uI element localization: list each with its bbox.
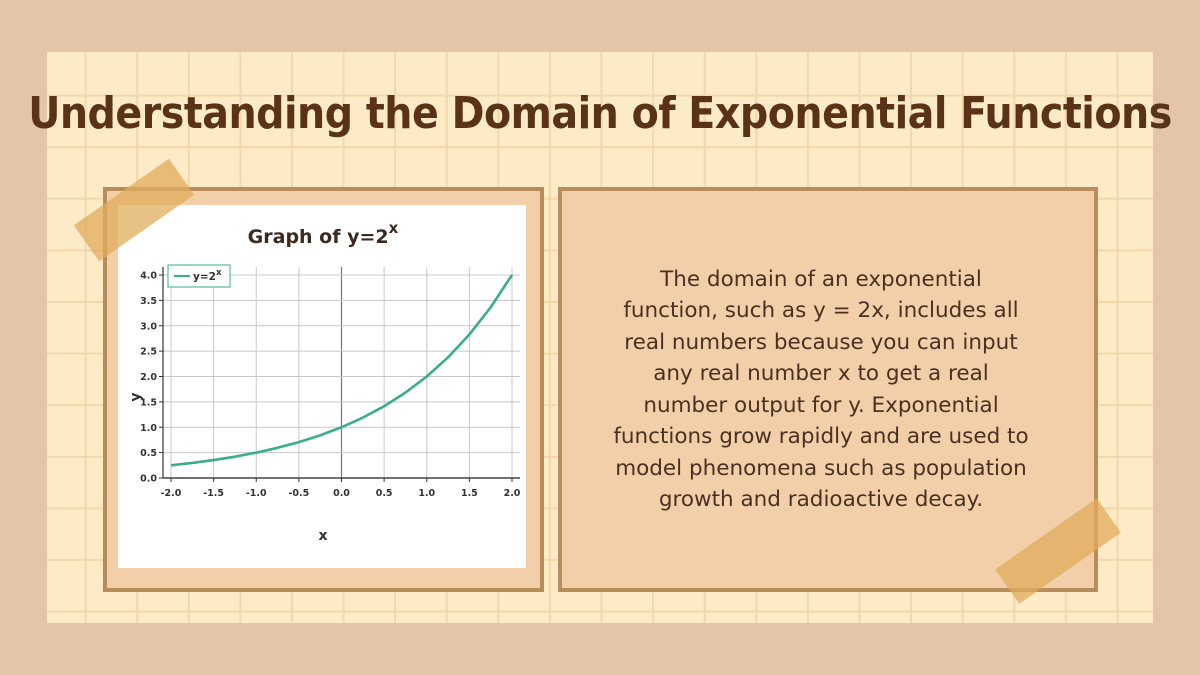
- slide-title: Understanding the Domain of Exponential …: [28, 88, 1172, 139]
- x-tick-label: 1.0: [418, 488, 435, 499]
- y-tick-label: 0.0: [140, 474, 157, 485]
- body-text: The domain of an exponential function, s…: [613, 266, 1029, 513]
- x-tick-label: 1.5: [461, 488, 478, 499]
- y-tick-label: 2.0: [140, 372, 157, 383]
- y-tick-label: 1.0: [140, 423, 157, 434]
- x-tick-label: -0.5: [288, 488, 309, 499]
- chart-card: Graph of y=2x -2.0 -1.5 -1.0 -0.5 0.0 0.5 1.0 1.…: [118, 205, 526, 568]
- y-tick-label: 1.5: [140, 397, 157, 408]
- exponential-chart: Graph of y=2x -2.0 -1.5 -1.0 -0.5 0.0 0.5 1.0 1.…: [128, 219, 521, 544]
- x-tick-label: -1.5: [203, 488, 224, 499]
- x-tick-label: 2.0: [504, 488, 521, 499]
- y-tick-label: 0.5: [140, 448, 157, 459]
- chart-title: Graph of y=2x: [248, 219, 399, 248]
- legend-label-superscript: x: [216, 268, 222, 278]
- x-tick-label: 0.5: [376, 488, 393, 499]
- x-tick-label: -2.0: [161, 488, 182, 499]
- legend-label: y=2x: [193, 268, 222, 283]
- x-tick-label: 0.0: [333, 488, 350, 499]
- y-tick-label: 3.5: [140, 296, 157, 307]
- text-frame: The domain of an exponential function, s…: [558, 187, 1098, 592]
- y-tick-label: 4.0: [140, 271, 157, 282]
- y-tick-label: 3.0: [140, 321, 157, 332]
- chart-title-superscript: x: [389, 219, 399, 237]
- series-line-y-2x: [170, 274, 514, 467]
- x-axis-label: x: [318, 528, 327, 544]
- legend-box: [167, 264, 231, 288]
- x-tick-label: -1.0: [246, 488, 267, 499]
- y-tick-label: 2.5: [140, 347, 157, 358]
- y-axis-label: y: [128, 392, 144, 401]
